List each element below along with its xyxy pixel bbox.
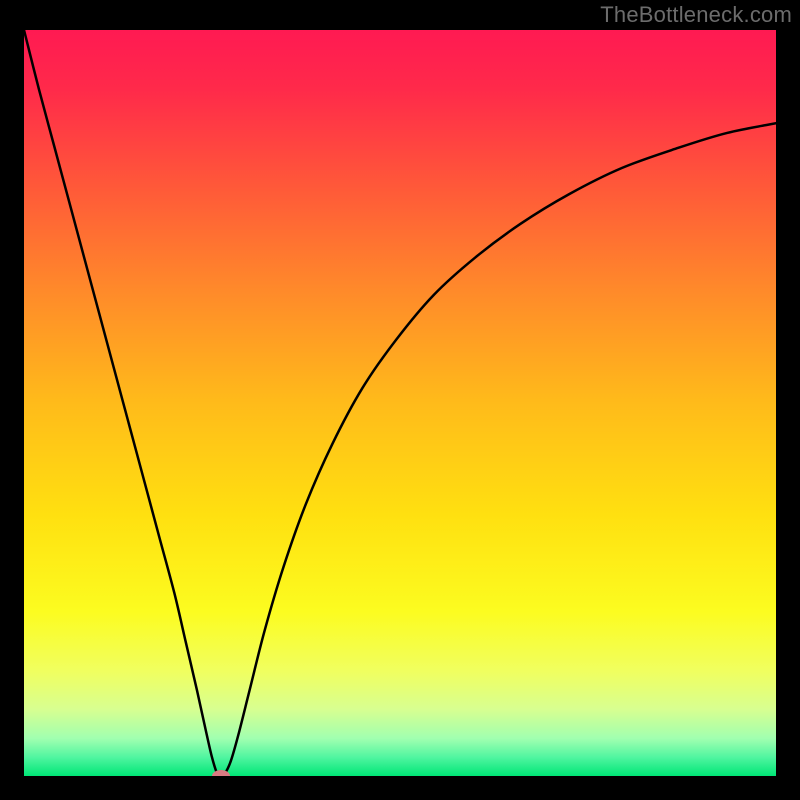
attribution-label: TheBottleneck.com bbox=[600, 2, 792, 28]
curve-path bbox=[24, 30, 776, 776]
chart-frame: TheBottleneck.com bbox=[0, 0, 800, 800]
bottleneck-curve bbox=[24, 30, 776, 776]
plot-area bbox=[24, 30, 776, 776]
